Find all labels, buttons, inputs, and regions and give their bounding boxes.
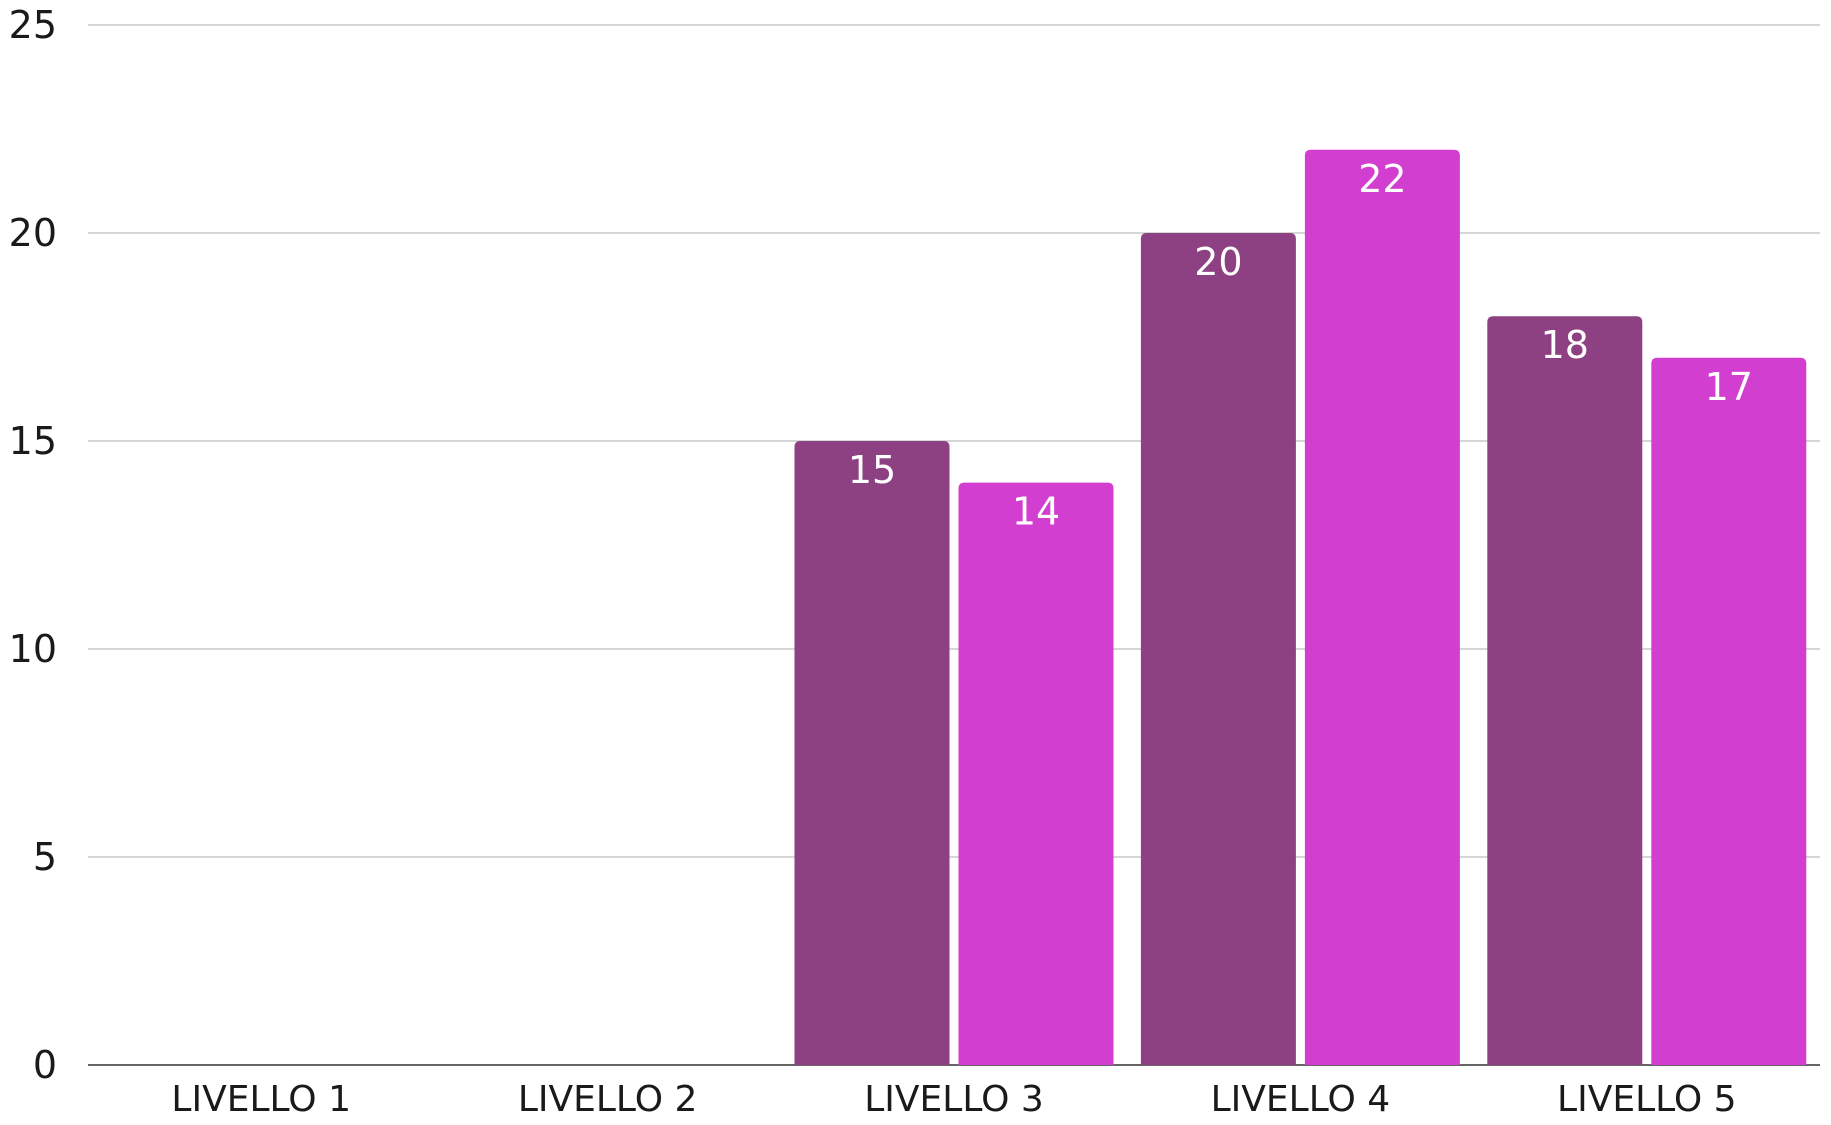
data-label: 15: [848, 448, 896, 492]
y-tick-label: 5: [33, 835, 57, 879]
bars: [794, 149, 1807, 1066]
bar-livello-3-series-2: [958, 482, 1114, 1066]
bar-livello-5-series-1: [1487, 316, 1643, 1065]
data-label: 14: [1012, 490, 1060, 534]
y-tick-label: 0: [33, 1043, 57, 1087]
y-tick-label: 25: [9, 3, 57, 47]
y-tick-label: 15: [9, 419, 57, 463]
bar-livello-3-series-1: [794, 441, 950, 1065]
y-axis-ticks: 0 5 10 15 20 25: [9, 3, 57, 1087]
data-label: 18: [1541, 323, 1589, 367]
y-tick-label: 20: [9, 211, 57, 255]
x-category-label: LIVELLO 2: [518, 1079, 698, 1120]
x-category-label: LIVELLO 3: [864, 1079, 1044, 1120]
data-labels: 15 14 20 22 18 17: [848, 157, 1753, 534]
data-label: 20: [1194, 240, 1242, 284]
x-category-label: LIVELLO 1: [171, 1079, 351, 1120]
x-category-label: LIVELLO 5: [1557, 1079, 1737, 1120]
bar-livello-4-series-2: [1304, 149, 1460, 1066]
x-category-label: LIVELLO 4: [1211, 1079, 1391, 1120]
x-axis-categories: LIVELLO 1 LIVELLO 2 LIVELLO 3 LIVELLO 4 LIVE…: [171, 1079, 1736, 1120]
bar-livello-4-series-1: [1140, 233, 1296, 1065]
y-tick-label: 10: [9, 627, 57, 671]
bar-livello-5-series-2: [1651, 357, 1807, 1065]
data-label: 22: [1358, 157, 1406, 201]
data-label: 17: [1705, 365, 1753, 409]
